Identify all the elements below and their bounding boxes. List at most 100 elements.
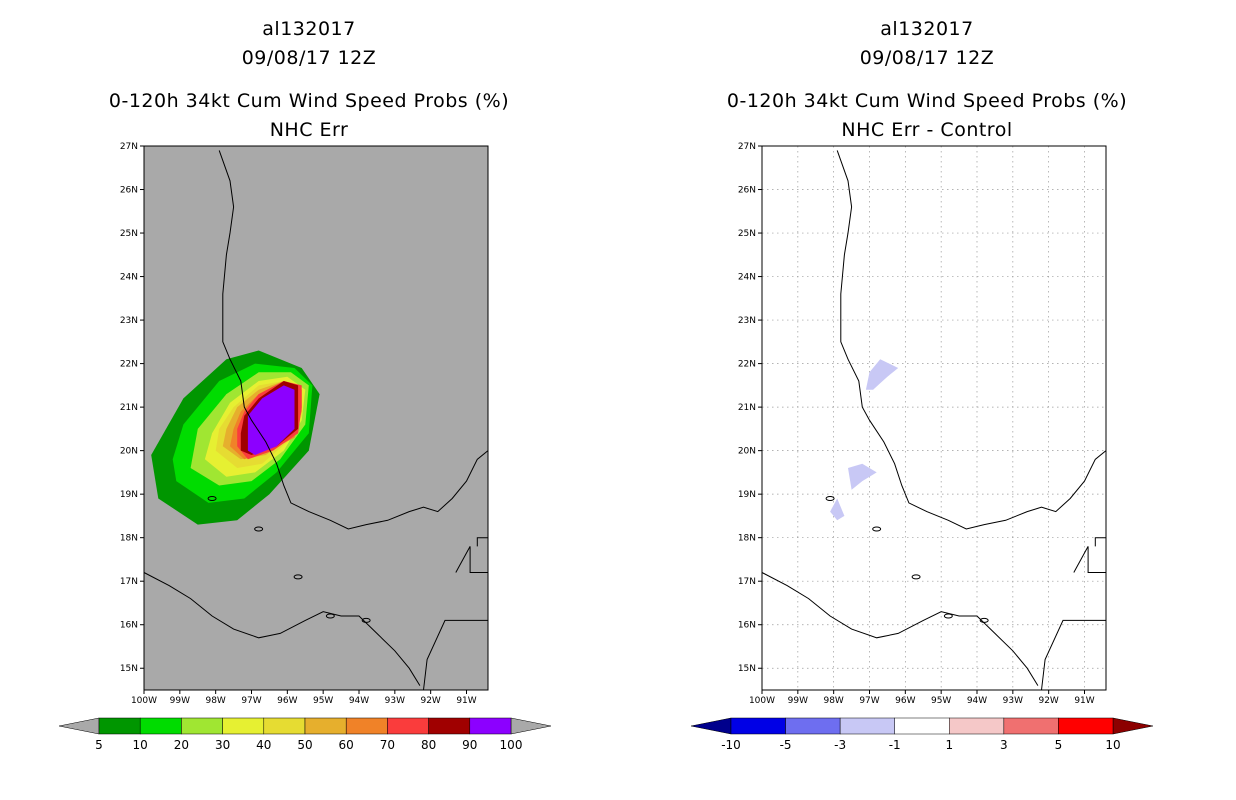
y-tick-label: 21N — [738, 403, 756, 413]
y-tick-label: 16N — [120, 621, 138, 631]
y-tick-label: 18N — [120, 534, 138, 544]
colorbar-swatch — [139, 717, 182, 735]
y-tick-label: 23N — [120, 316, 138, 326]
y-tick-label: 26N — [120, 186, 138, 196]
colorbar-swatch — [181, 717, 223, 735]
coastline — [143, 150, 489, 691]
colorbar-label: 20 — [174, 738, 189, 752]
x-tick-label: 100W — [131, 696, 157, 706]
colorbar-swatch — [1003, 717, 1059, 735]
chart-title: 0-120h 34kt Cum Wind Speed Probs (%) — [108, 90, 510, 112]
map-plot-nhc-err: 100W 99W 98W 97W 96W 95W 94W 93W 92W 91W 15N 16N 17N… — [120, 142, 489, 706]
coastline — [761, 150, 1107, 691]
x-tick-label: 97W — [859, 696, 879, 706]
colorbar-swatch — [785, 717, 841, 735]
x-tick-label: 94W — [349, 696, 369, 706]
colorbar-swatch — [263, 717, 306, 735]
colorbar-swatch — [222, 717, 265, 735]
right-panel: al132017 09/08/17 12Z 0-120h 34kt Cum Wi… — [618, 0, 1236, 800]
y-tick-label: 16N — [738, 621, 756, 631]
storm-id: al132017 — [880, 18, 974, 40]
colorbar-label: -3 — [834, 738, 846, 752]
x-tick-label: 97W — [241, 696, 261, 706]
y-tick-label: 18N — [738, 534, 756, 544]
x-tick-label: 91W — [1074, 696, 1094, 706]
forecast-date: 09/08/17 12Z — [859, 47, 995, 69]
plot-frame — [761, 145, 1107, 691]
colorbar-label: 70 — [380, 738, 395, 752]
colorbar-swatch — [345, 717, 388, 735]
x-tick-label: 95W — [931, 696, 951, 706]
y-tick-label: 26N — [738, 186, 756, 196]
x-tick-label: 98W — [205, 696, 225, 706]
forecast-date: 09/08/17 12Z — [241, 47, 377, 69]
colorbar-swatch — [387, 717, 429, 735]
colorbar-swatch — [949, 717, 1005, 735]
colorbar-label: 100 — [500, 738, 523, 752]
y-tick-label: 17N — [738, 577, 756, 587]
colorbar-extend-low — [58, 717, 100, 735]
chart-subtitle: NHC Err - Control — [841, 119, 1013, 141]
x-tick-label: 93W — [1003, 696, 1023, 706]
colorbar-label: 5 — [95, 738, 103, 752]
colorbar-label: 10 — [133, 738, 148, 752]
colorbar-swatch — [469, 717, 512, 735]
y-tick-label: 21N — [120, 403, 138, 413]
colorbar-label: 90 — [462, 738, 477, 752]
y-tick-label: 27N — [120, 142, 138, 152]
colorbar-label: -10 — [721, 738, 741, 752]
y-tick-label: 27N — [738, 142, 756, 152]
y-tick-label: 15N — [120, 664, 138, 674]
x-tick-label: 99W — [170, 696, 190, 706]
plot-frame — [143, 145, 489, 691]
colorbar-extend-high — [1112, 717, 1154, 735]
x-tick-label: 96W — [895, 696, 915, 706]
colorbar-label: 30 — [215, 738, 230, 752]
colorbar-label: 1 — [945, 738, 953, 752]
storm-id: al132017 — [262, 18, 356, 40]
colorbar-label: 10 — [1105, 738, 1120, 752]
x-tick-label: 96W — [277, 696, 297, 706]
grid-lines — [762, 146, 1106, 690]
y-tick-label: 20N — [738, 447, 756, 457]
y-tick-label: 22N — [738, 360, 756, 370]
x-tick-label: 92W — [1038, 696, 1058, 706]
y-tick-label: 19N — [120, 490, 138, 500]
colorbar-label: 60 — [339, 738, 354, 752]
x-tick-label: 98W — [823, 696, 843, 706]
colorbar-label: -1 — [889, 738, 901, 752]
y-tick-label: 25N — [738, 229, 756, 239]
colorbar-label: 3 — [1000, 738, 1008, 752]
colorbar-swatch — [304, 717, 347, 735]
x-tick-label: 95W — [313, 696, 333, 706]
y-tick-label: 19N — [738, 490, 756, 500]
colorbar-swatch — [1058, 717, 1114, 735]
colorbar-swatch — [730, 717, 786, 735]
contour-level-neg3-2 — [830, 498, 845, 521]
x-tick-label: 91W — [456, 696, 476, 706]
colorbar-difference: -10 -5 -3 -1 1 3 5 10 — [690, 717, 1154, 752]
chart-subtitle: NHC Err — [269, 119, 349, 141]
y-tick-label: 23N — [738, 316, 756, 326]
colorbar-label: -5 — [780, 738, 792, 752]
colorbar-label: 80 — [421, 738, 436, 752]
x-tick-label: 92W — [420, 696, 440, 706]
colorbar-swatch — [839, 717, 895, 735]
chart-title: 0-120h 34kt Cum Wind Speed Probs (%) — [726, 90, 1128, 112]
map-plot-difference: 100W 99W 98W 97W 96W 95W 94W 93W 92W 91W 15N 16N 17N… — [738, 142, 1107, 706]
colorbar-swatch — [428, 717, 471, 735]
y-tick-label: 17N — [120, 577, 138, 587]
contour-level-90-9 — [247, 385, 295, 455]
y-tick-label: 15N — [738, 664, 756, 674]
colorbar-label: 50 — [297, 738, 312, 752]
contour-level-neg3-1 — [848, 463, 877, 490]
x-tick-label: 100W — [749, 696, 775, 706]
colorbar-extend-high — [510, 717, 552, 735]
y-tick-label: 24N — [738, 273, 756, 283]
x-tick-label: 94W — [967, 696, 987, 706]
x-tick-label: 99W — [788, 696, 808, 706]
y-tick-label: 25N — [120, 229, 138, 239]
colorbar-swatch — [894, 717, 950, 735]
x-tick-label: 93W — [385, 696, 405, 706]
y-tick-label: 24N — [120, 273, 138, 283]
